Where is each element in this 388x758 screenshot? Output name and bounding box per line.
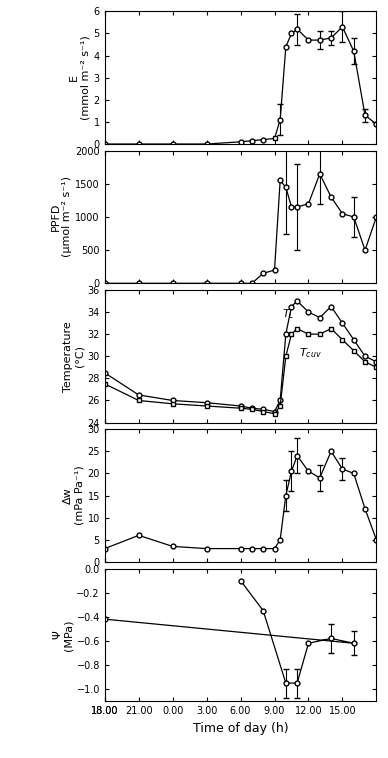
Y-axis label: Ψ
(MPa): Ψ (MPa): [52, 619, 74, 650]
X-axis label: Time of day (h): Time of day (h): [193, 722, 288, 735]
Y-axis label: Temperature
(°C): Temperature (°C): [63, 321, 85, 392]
Y-axis label: E
(mmol m⁻² s⁻¹): E (mmol m⁻² s⁻¹): [69, 36, 91, 120]
Text: $T_{cuv}$: $T_{cuv}$: [300, 346, 322, 360]
Text: $T_L$: $T_L$: [282, 308, 295, 321]
Y-axis label: Δw
(mPa Pa⁻¹): Δw (mPa Pa⁻¹): [63, 465, 85, 525]
Y-axis label: PPFD
(μmol m⁻² s⁻¹): PPFD (μmol m⁻² s⁻¹): [51, 177, 73, 258]
